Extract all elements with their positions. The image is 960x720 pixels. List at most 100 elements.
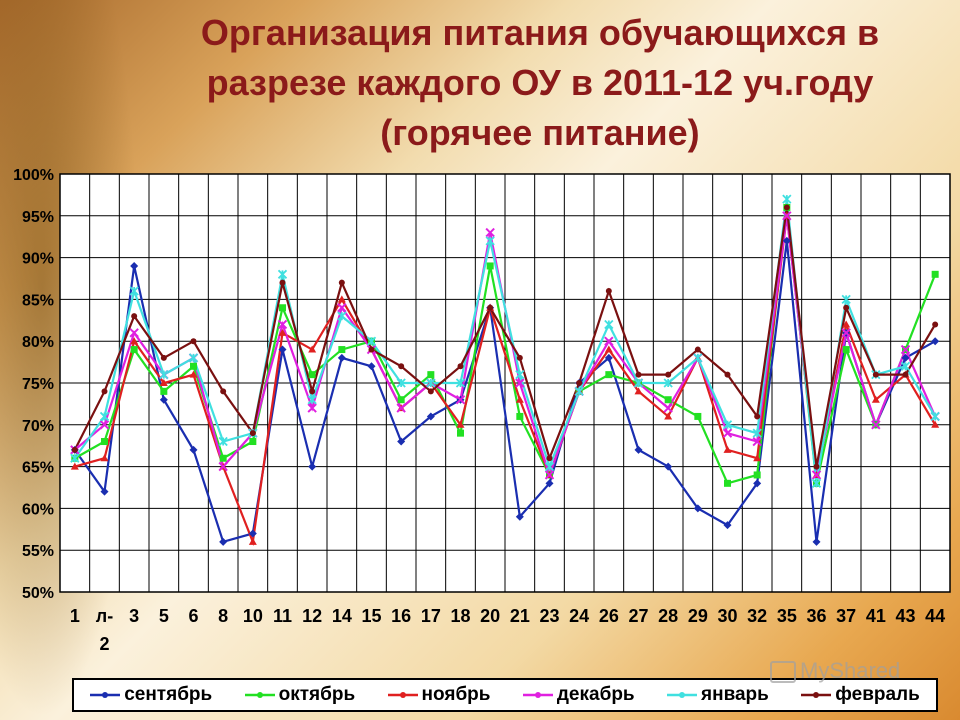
- data-point-series-3: [604, 345, 613, 353]
- data-point-series-4: [811, 470, 822, 480]
- y-tick-label: 75%: [22, 376, 54, 393]
- line-chart: 50%55%60%65%70%75%80%85%90%95%100%1 л-23 5…: [13, 167, 951, 654]
- data-point-series-3: [189, 370, 198, 378]
- x-tick-label: 29: [688, 606, 708, 626]
- x-tick-label: 28: [658, 606, 678, 626]
- data-point-series-5: [70, 453, 80, 463]
- data-point-series-2: [457, 429, 464, 437]
- data-point-series-6: [279, 279, 286, 286]
- data-point-series-4: [663, 403, 673, 413]
- x-tick-label: 20: [480, 606, 500, 626]
- data-point-series-2: [486, 262, 494, 270]
- legend-swatch: [667, 692, 697, 698]
- legend-label: ноябрь: [421, 684, 491, 705]
- data-point-series-2: [724, 479, 731, 487]
- data-point-series-6: [605, 288, 612, 295]
- x-tick-label: 16: [391, 606, 411, 626]
- legend-swatch: [244, 692, 275, 698]
- watermark: MyShared: [770, 658, 900, 684]
- data-point-series-6: [160, 354, 167, 361]
- presentation-icon: [770, 661, 796, 684]
- data-point-series-1: [664, 462, 673, 471]
- data-point-series-3: [664, 412, 673, 420]
- data-point-series-6: [635, 371, 642, 378]
- data-point-series-5: [782, 194, 792, 204]
- data-point-series-6: [813, 463, 820, 470]
- data-point-series-4: [129, 328, 139, 338]
- data-point-series-6: [516, 354, 523, 361]
- x-tick-label: 32: [747, 606, 767, 626]
- data-point-series-3: [723, 445, 732, 453]
- data-point-series-6: [902, 371, 909, 378]
- data-point-series-6: [932, 321, 939, 328]
- data-point-series-3: [337, 295, 346, 303]
- data-point-series-1: [723, 521, 732, 530]
- data-point-series-5: [633, 378, 644, 388]
- data-point-series-6: [249, 430, 256, 437]
- data-point-series-2: [190, 362, 197, 370]
- data-point-series-5: [277, 269, 288, 279]
- data-point-series-5: [515, 370, 525, 380]
- data-point-series-1: [931, 337, 940, 346]
- data-point-series-2: [279, 304, 286, 312]
- data-point-series-2: [427, 371, 435, 379]
- title-line-2: разрезе каждого ОУ в 2011-12 уч.году: [206, 62, 874, 103]
- x-tick-label: 27: [628, 606, 648, 626]
- data-point-series-4: [604, 336, 614, 346]
- data-point-series-1: [159, 395, 168, 404]
- data-point-series-1: [545, 479, 554, 488]
- data-point-series-4: [307, 403, 317, 413]
- data-point-series-2: [931, 270, 939, 278]
- data-point-series-6: [338, 279, 345, 286]
- data-point-series-4: [99, 420, 110, 430]
- data-point-series-5: [574, 386, 584, 396]
- x-tick-label: 41: [866, 606, 886, 626]
- legend-item: сентябрь: [90, 684, 212, 706]
- data-point-series-6: [546, 455, 553, 462]
- data-point-series-5: [159, 370, 169, 380]
- x-tick-label: 26: [599, 606, 619, 626]
- legend-item: февраль: [801, 684, 920, 706]
- data-point-series-6: [487, 304, 494, 311]
- data-point-series-5: [426, 378, 436, 388]
- data-point-series-3: [308, 345, 317, 353]
- y-tick-label: 65%: [22, 460, 54, 477]
- x-tick-label: л-: [96, 606, 113, 626]
- series-line-1: [73, 240, 936, 544]
- data-point-series-5: [900, 361, 911, 371]
- x-tick-label-line2: 2: [99, 634, 109, 654]
- data-point-series-6: [71, 446, 78, 453]
- data-point-series-2: [160, 387, 168, 395]
- data-point-series-2: [101, 438, 108, 446]
- legend-swatch: [90, 692, 121, 698]
- data-point-series-1: [604, 353, 613, 362]
- x-tick-label: 18: [450, 606, 470, 626]
- data-point-series-1: [753, 479, 762, 488]
- data-point-series-5: [544, 461, 555, 472]
- data-point-series-3: [842, 320, 851, 328]
- x-tick-label: 21: [510, 606, 530, 626]
- data-point-series-2: [516, 412, 524, 420]
- data-point-series-4: [337, 303, 347, 313]
- x-tick-label: 14: [332, 606, 352, 626]
- y-tick-label: 50%: [22, 585, 54, 602]
- x-tick-label: 10: [243, 606, 263, 626]
- data-point-series-6: [843, 304, 850, 311]
- y-tick-label: 100%: [13, 167, 54, 184]
- data-point-series-1: [901, 353, 910, 362]
- legend-item: декабрь: [522, 684, 635, 706]
- y-tick-label: 55%: [22, 543, 54, 560]
- data-point-series-2: [130, 346, 138, 354]
- data-point-series-1: [308, 462, 317, 471]
- data-point-series-1: [219, 537, 228, 546]
- x-tick-label: 44: [925, 606, 945, 626]
- data-point-series-4: [900, 344, 911, 355]
- data-point-series-5: [188, 353, 199, 363]
- data-point-series-4: [515, 378, 525, 388]
- data-point-series-3: [278, 328, 287, 336]
- legend-label: октябрь: [278, 684, 356, 705]
- y-tick-label: 90%: [22, 251, 54, 268]
- data-point-series-2: [219, 454, 227, 462]
- data-point-series-4: [277, 319, 288, 330]
- data-point-series-5: [218, 436, 228, 447]
